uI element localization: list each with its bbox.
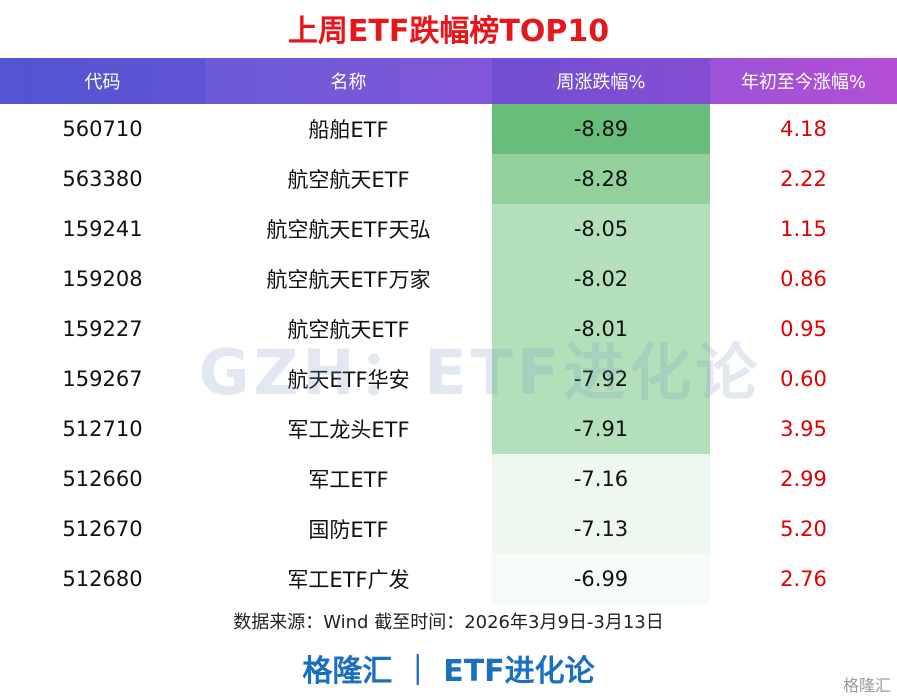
table-row: 512680 军工ETF广发 -6.99 2.76 xyxy=(0,554,897,604)
table-row: 159227 航空航天ETF -8.01 0.95 xyxy=(0,304,897,354)
table-cell: 0.95 xyxy=(780,317,827,341)
table-cell: -7.91 xyxy=(492,404,710,454)
table-cell: 5.20 xyxy=(780,517,827,541)
table-cell: 2.22 xyxy=(780,167,827,191)
table-cell: 3.95 xyxy=(780,417,827,441)
table: 代码 名称 周涨跌幅% 年初至今涨幅% 560710 船舶ETF -8.89 4.18 5633… xyxy=(0,58,897,604)
table-body: 560710 船舶ETF -8.89 4.18 563380 航空航天ETF -8.28 2.… xyxy=(0,104,897,604)
header-row: 代码 名称 周涨跌幅% 年初至今涨幅% xyxy=(0,58,897,104)
table-cell: 0.86 xyxy=(780,267,827,291)
source-note: 数据来源：Wind 截至时间：2026年3月9日-3月13日 xyxy=(233,612,664,633)
logo: 格隆汇 xyxy=(842,676,891,695)
table-cell: 512710 xyxy=(62,417,143,441)
table-cell: 航空航天ETF万家 xyxy=(266,268,431,292)
table-row: 512660 军工ETF -7.16 2.99 xyxy=(0,454,897,504)
table-cell: -8.05 xyxy=(492,204,710,254)
table-cell: -8.02 xyxy=(492,254,710,304)
table-cell: 2.99 xyxy=(780,467,827,491)
table-cell: 512670 xyxy=(62,517,143,541)
table-cell: 船舶ETF xyxy=(308,118,389,142)
table-cell: 563380 xyxy=(62,167,143,191)
table-cell: 159227 xyxy=(62,317,143,341)
table-cell: 军工ETF xyxy=(308,468,389,492)
table-cell: -8.01 xyxy=(492,304,710,354)
table-cell: 2.76 xyxy=(780,567,827,591)
table-row: 159208 航空航天ETF万家 -8.02 0.86 xyxy=(0,254,897,304)
table-cell: 航空航天ETF天弘 xyxy=(266,218,431,242)
table-cell: 国防ETF xyxy=(308,518,389,542)
table-cell: 4.18 xyxy=(780,117,827,141)
table-cell: 159241 xyxy=(62,217,143,241)
table-cell: 512660 xyxy=(62,467,143,491)
table-cell: 0.60 xyxy=(780,367,827,391)
table-cell: -7.13 xyxy=(492,504,710,554)
table-cell: 航天ETF华安 xyxy=(287,368,410,392)
table-cell: 159267 xyxy=(62,367,143,391)
table-row: 159241 航空航天ETF天弘 -8.05 1.15 xyxy=(0,204,897,254)
column-header: 年初至今涨幅% xyxy=(740,72,867,93)
table-row: 159267 航天ETF华安 -7.92 0.60 xyxy=(0,354,897,404)
table-row: 512670 国防ETF -7.13 5.20 xyxy=(0,504,897,554)
title: 上周ETF跌幅榜TOP10 xyxy=(287,14,610,49)
column-header: 名称 xyxy=(330,72,367,93)
table-cell: 1.15 xyxy=(780,217,827,241)
table-cell: 512680 xyxy=(62,567,143,591)
footer-brand: 格隆汇 ｜ ETF进化论 xyxy=(302,654,595,689)
table-cell: -7.16 xyxy=(492,454,710,504)
column-header: 周涨跌幅% xyxy=(492,58,710,104)
table-cell: 560710 xyxy=(62,117,143,141)
table-cell: 航空航天ETF xyxy=(287,318,410,342)
table-cell: -8.28 xyxy=(492,154,710,204)
table-cell: 军工龙头ETF xyxy=(287,418,410,442)
table-cell: 159208 xyxy=(62,267,143,291)
table-cell: 航空航天ETF xyxy=(287,168,410,192)
table-row: 512710 军工龙头ETF -7.91 3.95 xyxy=(0,404,897,454)
table-row: 560710 船舶ETF -8.89 4.18 xyxy=(0,104,897,154)
table-row: 563380 航空航天ETF -8.28 2.22 xyxy=(0,154,897,204)
column-header: 代码 xyxy=(0,58,205,104)
table-cell: -8.89 xyxy=(492,104,710,154)
table-cell: -7.92 xyxy=(492,354,710,404)
table-cell: 军工ETF广发 xyxy=(287,568,410,592)
table-cell: -6.99 xyxy=(492,554,710,604)
